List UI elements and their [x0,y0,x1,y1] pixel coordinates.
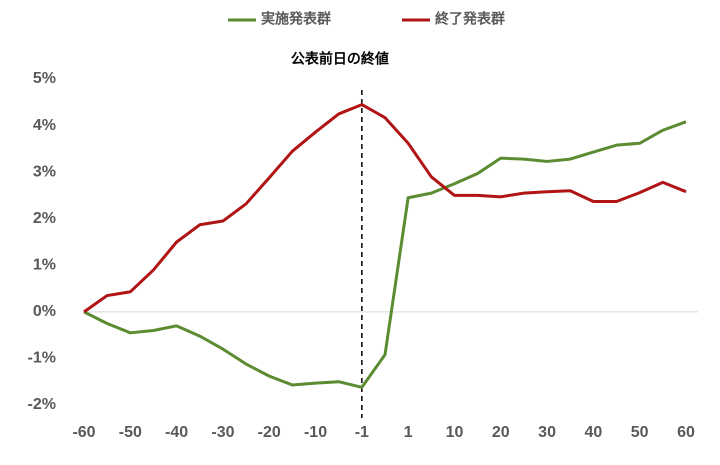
x-tick-label: 60 [677,424,695,441]
y-tick-label: 5% [33,70,56,87]
x-tick-label: -10 [304,424,327,441]
x-tick-label: -30 [211,424,234,441]
y-tick-label: -1% [28,350,56,367]
x-tick-label: -20 [258,424,281,441]
y-tick-label: 4% [33,117,56,134]
legend-text: 実施発表群 [261,11,331,27]
x-tick-label: 20 [492,424,510,441]
x-tick-label: 50 [631,424,649,441]
x-tick-label: -60 [72,424,95,441]
y-tick-label: 3% [33,163,56,180]
x-tick-label: 30 [538,424,556,441]
legend-text: 終了発表群 [435,11,505,27]
x-tick-label: 1 [404,424,413,441]
y-tick-label: -2% [28,396,56,413]
y-tick-label: 0% [33,303,56,320]
x-tick-label: 40 [584,424,602,441]
series-line [83,103,687,314]
x-tick-label: -50 [119,424,142,441]
y-tick-label: 2% [33,210,56,227]
series-line [83,120,687,389]
x-tick-label: 10 [446,424,464,441]
x-tick-label: -40 [165,424,188,441]
y-tick-label: 1% [33,257,56,274]
x-tick-label: -1 [355,424,369,441]
annotation-text: 公表前日の終値 [291,51,389,67]
